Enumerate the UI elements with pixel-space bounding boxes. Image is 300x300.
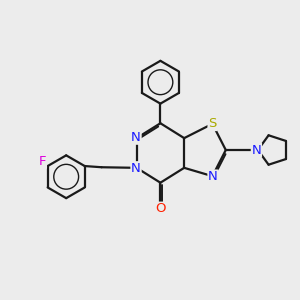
- Text: N: N: [131, 162, 141, 175]
- Text: N: N: [208, 170, 218, 183]
- Text: N: N: [131, 131, 141, 144]
- Text: O: O: [155, 202, 166, 215]
- Text: N: N: [251, 143, 261, 157]
- Text: S: S: [208, 117, 217, 130]
- Text: F: F: [39, 155, 46, 168]
